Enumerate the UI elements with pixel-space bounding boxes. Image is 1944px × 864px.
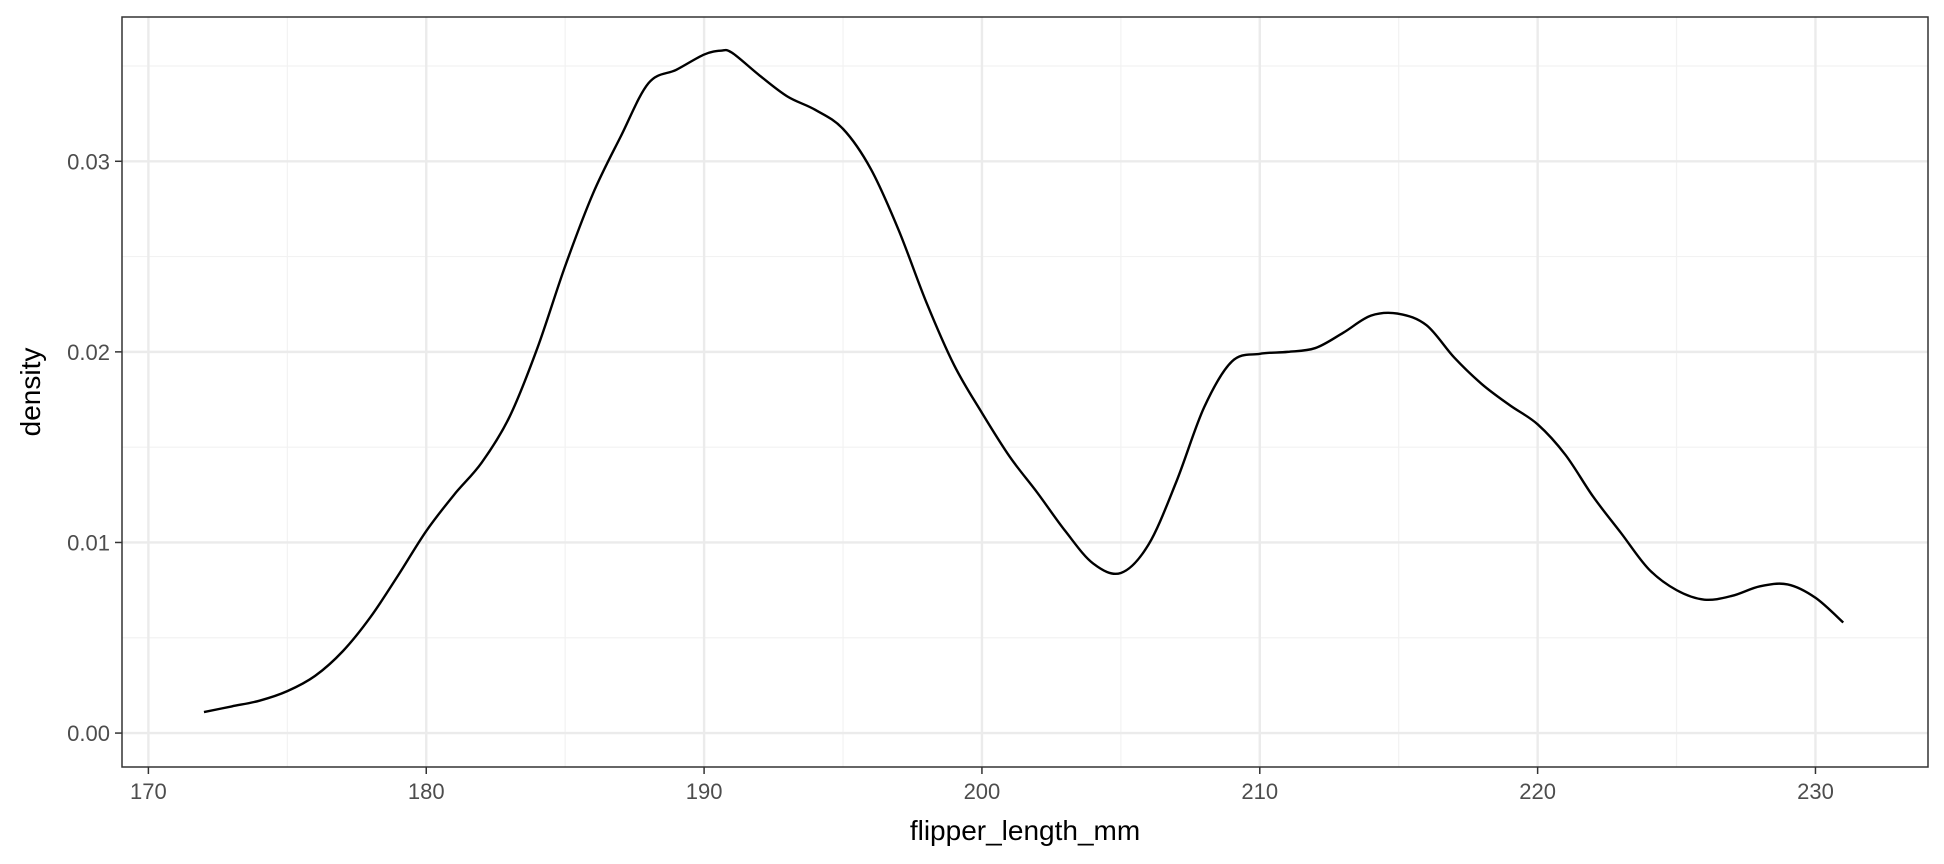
y-tick-label: 0.03 <box>67 149 110 174</box>
x-tick-label: 210 <box>1241 779 1278 804</box>
major-gridlines <box>122 17 1928 767</box>
y-tick-label: 0.00 <box>67 721 110 746</box>
y-axis-title: density <box>15 348 46 437</box>
panel-border <box>121 16 1929 768</box>
x-tick-label: 200 <box>964 779 1001 804</box>
x-tick-label: 190 <box>686 779 723 804</box>
x-tick-label: 180 <box>408 779 445 804</box>
minor-gridlines <box>122 17 1928 767</box>
x-tick-label: 170 <box>130 779 167 804</box>
density-line <box>203 48 1845 714</box>
x-tick-label: 230 <box>1797 779 1834 804</box>
y-axis: 0.00 0.01 0.02 0.03 <box>67 149 122 746</box>
x-axis-title: flipper_length_mm <box>910 815 1140 846</box>
y-tick-label: 0.02 <box>67 340 110 365</box>
y-tick-label: 0.01 <box>67 530 110 555</box>
x-tick-label: 220 <box>1519 779 1556 804</box>
x-axis: 170 180 190 200 210 220 230 <box>130 767 1834 804</box>
